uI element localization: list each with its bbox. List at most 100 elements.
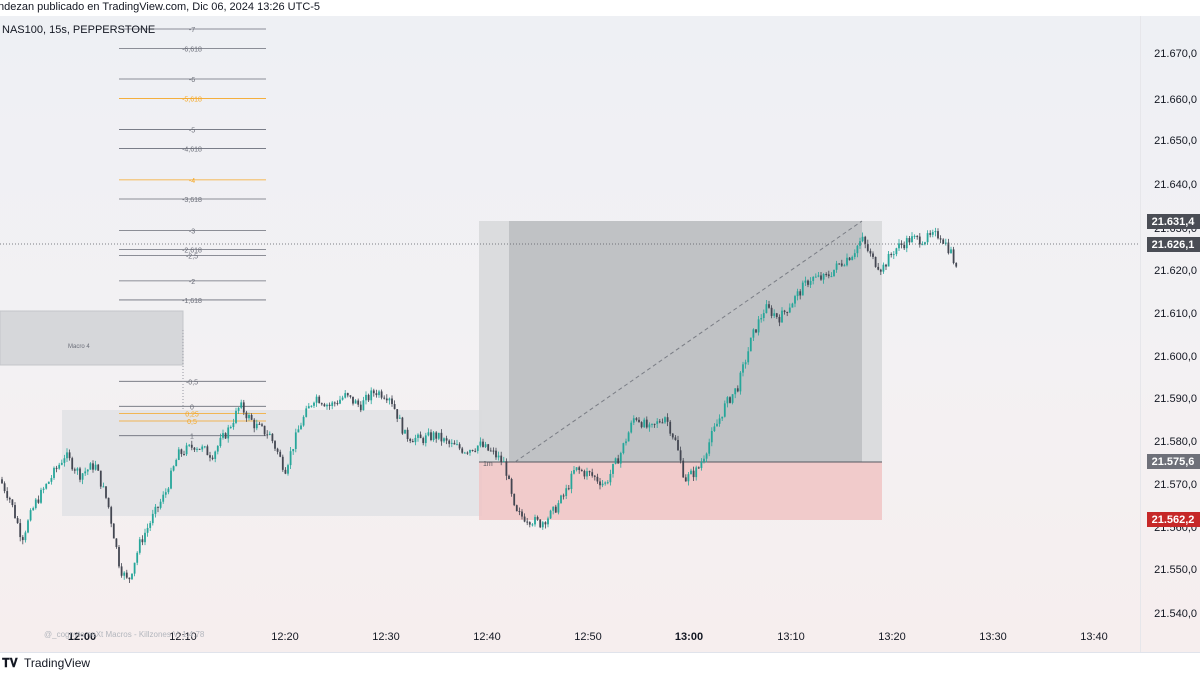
price-candle[interactable] xyxy=(565,488,568,497)
price-candle[interactable] xyxy=(723,403,726,417)
price-candle[interactable] xyxy=(118,547,120,567)
price-candle[interactable] xyxy=(398,417,401,419)
position-stop-zone[interactable] xyxy=(479,462,882,520)
price-candle[interactable] xyxy=(268,433,271,436)
price-candle[interactable] xyxy=(695,467,698,478)
price-candle[interactable] xyxy=(440,432,443,442)
price-candle[interactable] xyxy=(903,244,906,249)
price-candle[interactable] xyxy=(713,426,716,431)
price-candle[interactable] xyxy=(274,441,276,449)
price-candle[interactable] xyxy=(344,393,347,398)
chart-pane[interactable]: Macro 4 1m -7 -6,618 -6 -5,618 -5 -4,618 -4 -3,6… xyxy=(0,16,1140,652)
price-candle[interactable] xyxy=(196,448,198,450)
price-candle[interactable] xyxy=(601,483,604,486)
price-candle[interactable] xyxy=(825,274,828,276)
price-candle[interactable] xyxy=(926,233,929,243)
price-candle[interactable] xyxy=(235,410,237,423)
price-candle[interactable] xyxy=(557,503,560,513)
price-candle[interactable] xyxy=(479,441,482,446)
price-chart[interactable]: Macro 4 1m -7 -6,618 -6 -5,618 -5 -4,618 -4 -3,6… xyxy=(0,16,1140,652)
price-candle[interactable] xyxy=(612,463,614,474)
price-candle[interactable] xyxy=(193,447,196,450)
price-candle[interactable] xyxy=(240,402,243,408)
price-candle[interactable] xyxy=(687,474,690,482)
price-candle[interactable] xyxy=(378,391,380,396)
tradingview-brand-name[interactable]: TradingView xyxy=(24,656,91,670)
price-candle[interactable] xyxy=(336,403,339,405)
price-candle[interactable] xyxy=(596,476,599,482)
price-candle[interactable] xyxy=(310,405,313,407)
price-candle[interactable] xyxy=(762,313,765,319)
price-candle[interactable] xyxy=(79,468,81,480)
price-candle[interactable] xyxy=(934,231,937,233)
price-candle[interactable] xyxy=(635,418,638,420)
price-candle[interactable] xyxy=(55,467,58,469)
killzone-range-box[interactable] xyxy=(62,410,482,516)
price-candle[interactable] xyxy=(661,422,664,424)
price-candle[interactable] xyxy=(526,521,529,523)
price-candle[interactable] xyxy=(955,263,958,267)
price-candle[interactable] xyxy=(783,310,786,312)
price-candle[interactable] xyxy=(450,442,453,444)
price-candle[interactable] xyxy=(752,329,755,338)
price-candle[interactable] xyxy=(937,231,939,239)
price-candle[interactable] xyxy=(414,437,417,443)
price-candle[interactable] xyxy=(149,523,152,528)
price-candle[interactable] xyxy=(349,395,352,397)
price-candle[interactable] xyxy=(791,303,794,308)
price-candle[interactable] xyxy=(627,432,630,442)
price-candle[interactable] xyxy=(521,511,523,517)
price-candle[interactable] xyxy=(690,470,692,475)
price-candle[interactable] xyxy=(232,422,235,427)
price-candle[interactable] xyxy=(804,280,807,283)
price-candle[interactable] xyxy=(326,404,328,407)
price-candle[interactable] xyxy=(716,423,718,427)
price-candle[interactable] xyxy=(664,417,666,423)
price-candle[interactable] xyxy=(375,393,378,396)
price-candle[interactable] xyxy=(658,421,661,423)
price-candle[interactable] xyxy=(677,439,679,451)
price-candle[interactable] xyxy=(679,450,682,461)
price-candle[interactable] xyxy=(86,469,89,472)
price-candle[interactable] xyxy=(151,513,154,524)
price-candle[interactable] xyxy=(354,400,357,404)
price-candle[interactable] xyxy=(760,318,763,320)
price-candle[interactable] xyxy=(76,468,79,471)
price-candle[interactable] xyxy=(34,499,37,509)
price-candle[interactable] xyxy=(820,275,822,280)
price-candle[interactable] xyxy=(383,397,386,399)
price-candle[interactable] xyxy=(669,421,672,434)
price-candle[interactable] xyxy=(281,456,284,470)
price-candle[interactable] xyxy=(895,248,898,255)
price-candle[interactable] xyxy=(599,481,601,486)
price-candle[interactable] xyxy=(648,424,651,428)
price-candle[interactable] xyxy=(739,372,742,392)
price-candle[interactable] xyxy=(736,388,739,392)
price-candle[interactable] xyxy=(411,441,414,443)
price-candle[interactable] xyxy=(500,455,503,462)
price-candle[interactable] xyxy=(21,537,24,541)
price-candle[interactable] xyxy=(396,409,399,419)
price-candle[interactable] xyxy=(409,438,412,442)
price-candle[interactable] xyxy=(284,469,287,474)
price-candle[interactable] xyxy=(66,452,68,459)
price-candle[interactable] xyxy=(297,429,300,433)
price-candle[interactable] xyxy=(513,493,516,506)
price-candle[interactable] xyxy=(167,488,170,493)
price-candle[interactable] xyxy=(365,394,367,401)
price-candle[interactable] xyxy=(835,263,838,270)
price-candle[interactable] xyxy=(183,454,185,456)
price-candle[interactable] xyxy=(461,448,464,453)
price-candle[interactable] xyxy=(853,253,856,257)
price-candle[interactable] xyxy=(476,445,479,451)
price-candle[interactable] xyxy=(614,458,617,464)
price-candle[interactable] xyxy=(224,433,227,439)
price-candle[interactable] xyxy=(11,499,14,506)
price-candle[interactable] xyxy=(372,390,375,394)
symbol-label[interactable]: NAS100, 15s, PEPPERSTONE xyxy=(2,24,156,36)
price-candle[interactable] xyxy=(73,469,76,471)
price-candle[interactable] xyxy=(307,406,310,409)
price-candle[interactable] xyxy=(682,460,685,478)
price-candle[interactable] xyxy=(469,449,471,453)
price-candle[interactable] xyxy=(604,482,607,484)
